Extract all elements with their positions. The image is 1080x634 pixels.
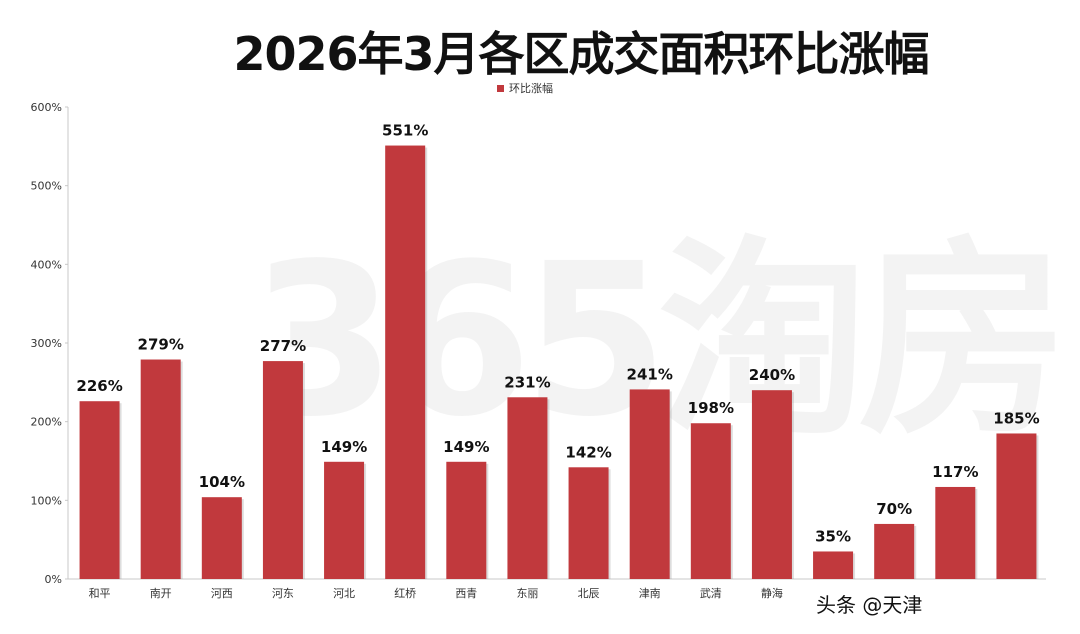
data-label: 149% — [443, 438, 489, 456]
data-label: 226% — [76, 377, 122, 395]
data-label: 231% — [504, 373, 550, 391]
data-label: 279% — [138, 336, 184, 354]
data-label: 240% — [749, 366, 795, 384]
bar — [385, 145, 426, 579]
data-label: 185% — [993, 409, 1039, 427]
bar — [201, 497, 242, 579]
x-tick-label: 北辰 — [578, 587, 600, 600]
bar — [324, 461, 365, 579]
x-tick-label: 和平 — [89, 587, 111, 600]
y-tick-label: 200% — [31, 416, 62, 429]
x-tick-label: 静海 — [761, 586, 783, 600]
data-label: 149% — [321, 438, 367, 456]
y-tick-label: 300% — [31, 337, 62, 350]
data-label: 104% — [199, 473, 245, 491]
y-tick-label: 400% — [31, 258, 62, 271]
data-label: 35% — [815, 527, 851, 545]
chart-title: 2026年3月各区成交面积环比涨幅 — [233, 27, 929, 81]
x-tick-label: 河西 — [211, 587, 233, 600]
bar — [568, 467, 609, 579]
bar — [79, 401, 120, 579]
bar — [629, 389, 670, 579]
bar — [690, 423, 731, 579]
bar — [262, 361, 303, 579]
credit-text: 头条 @天津 — [812, 589, 927, 618]
bar — [446, 461, 487, 579]
y-tick-label: 600% — [31, 101, 62, 114]
x-tick-label: 东丽 — [516, 587, 538, 600]
bar — [935, 486, 976, 579]
data-label: 198% — [688, 399, 734, 417]
y-tick-label: 0% — [45, 573, 62, 586]
bar — [874, 523, 915, 579]
x-tick-label: 红桥 — [394, 587, 416, 600]
bar — [140, 359, 181, 579]
bar — [751, 390, 792, 579]
bar — [813, 551, 854, 579]
x-tick-label: 西青 — [455, 587, 477, 600]
y-tick-label: 100% — [31, 494, 62, 507]
bar — [507, 397, 548, 579]
data-label: 277% — [260, 337, 306, 355]
legend-swatch — [497, 84, 504, 92]
x-tick-label: 津南 — [639, 587, 661, 600]
data-label: 142% — [565, 443, 611, 461]
bar — [996, 433, 1037, 579]
legend: 环比涨幅 — [497, 80, 553, 96]
y-tick-label: 500% — [31, 180, 62, 193]
data-label: 70% — [876, 500, 912, 518]
x-tick-label: 河东 — [272, 587, 294, 600]
data-label: 551% — [382, 122, 428, 140]
x-tick-label: 武清 — [700, 587, 722, 600]
data-label: 241% — [627, 365, 673, 383]
data-label: 117% — [932, 463, 978, 481]
legend-label: 环比涨幅 — [509, 82, 553, 95]
x-tick-label: 河北 — [333, 587, 355, 600]
x-tick-label: 南开 — [150, 587, 172, 600]
